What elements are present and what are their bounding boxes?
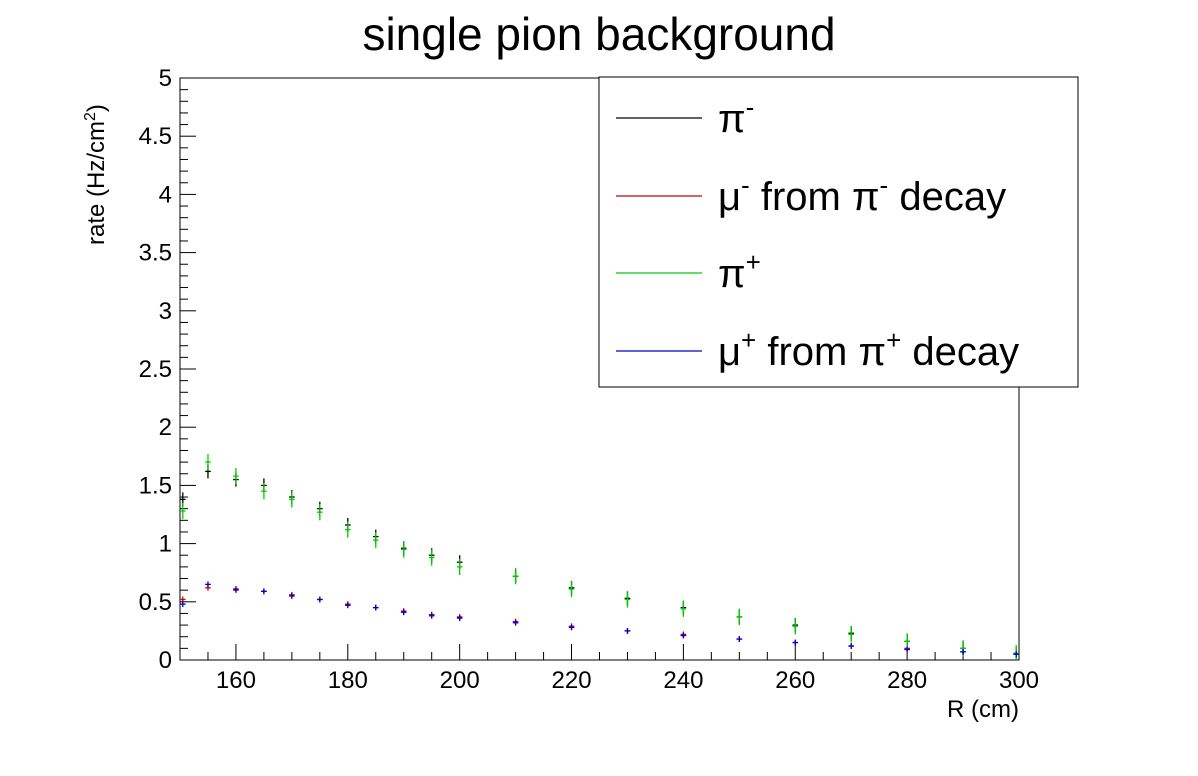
- legend-label-mup: μ+ from π+ decay: [718, 325, 1019, 374]
- legend-text-part: decay: [888, 175, 1006, 219]
- x-tick-label: 260: [775, 667, 815, 694]
- legend-label-pim: π-: [718, 92, 754, 141]
- chart-title: single pion background: [362, 8, 835, 60]
- x-tick-label: 280: [887, 667, 927, 694]
- legend-text-part: μ: [718, 330, 741, 374]
- legend-text-part: from π: [756, 330, 886, 374]
- y-axis-title-main: rate (Hz/cm: [83, 121, 110, 245]
- legend-text-part: π: [718, 252, 746, 296]
- x-tick-label: 240: [663, 667, 703, 694]
- legend-superscript: +: [746, 247, 761, 277]
- x-axis-title: R (cm): [947, 696, 1019, 723]
- axes-layer: 0 0.5 1 1.5 2 2.5 3 3.5 4 4.5 5 160 180 200 220 240 260 2…: [139, 65, 1039, 694]
- series-pip: [180, 453, 1019, 660]
- legend-label-mum: μ- from π- decay: [718, 170, 1006, 219]
- y-tick-label: 2.5: [139, 356, 172, 383]
- y-tick-label: 3.5: [139, 240, 172, 267]
- y-tick-label: 3: [159, 298, 172, 325]
- y-axis-title-sup: 2: [82, 112, 99, 121]
- legend-text-part: from π: [750, 175, 880, 219]
- series-mup: [180, 581, 1019, 658]
- y-axis-title: rate (Hz/cm2): [82, 104, 110, 245]
- y-tick-label: 0.5: [139, 589, 172, 616]
- legend-superscript: -: [746, 92, 755, 122]
- legend-superscript: +: [886, 325, 901, 355]
- y-tick-label: 2: [159, 414, 172, 441]
- legend-superscript: +: [741, 325, 756, 355]
- legend-superscript: -: [741, 170, 750, 200]
- x-tick-label: 200: [440, 667, 480, 694]
- x-tick-label: 300: [999, 667, 1039, 694]
- legend-text-part: μ: [718, 175, 741, 219]
- x-tick-label: 220: [552, 667, 592, 694]
- y-axis-title-close: ): [83, 104, 110, 112]
- y-tick-label: 1: [159, 531, 172, 558]
- x-tick-label: 160: [216, 667, 256, 694]
- legend-superscript: -: [880, 170, 889, 200]
- legend-text-part: decay: [901, 330, 1019, 374]
- y-tick-label: 0: [159, 647, 172, 674]
- data-layer: [180, 453, 1019, 660]
- y-tick-label: 1.5: [139, 472, 172, 499]
- legend-label-pip: π+: [718, 247, 761, 296]
- x-tick-label: 180: [328, 667, 368, 694]
- y-tick-label: 4: [159, 181, 172, 208]
- y-tick-label: 4.5: [139, 123, 172, 150]
- y-tick-label: 5: [159, 65, 172, 92]
- legend-text-part: π: [718, 97, 746, 141]
- legend-box: [598, 76, 1079, 388]
